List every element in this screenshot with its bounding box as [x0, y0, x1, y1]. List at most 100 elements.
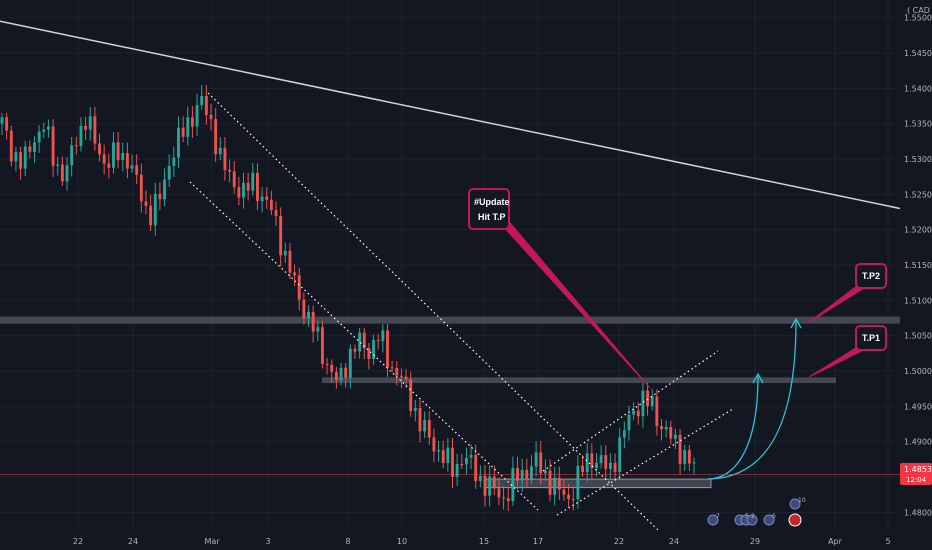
- candle-body: [483, 475, 487, 496]
- price-axis[interactable]: 1.480001.485001.490001.495001.500001.505…: [904, 14, 932, 518]
- candle-body: [93, 116, 97, 144]
- candle-body: [5, 117, 9, 131]
- candle-body: [576, 465, 580, 500]
- candle-body: [502, 497, 506, 499]
- candle: [571, 488, 575, 511]
- candle-body: [567, 494, 571, 500]
- candle-body: [70, 145, 74, 166]
- time-tick-label: 8: [345, 537, 350, 546]
- candle-body: [316, 327, 320, 332]
- candle-body: [539, 452, 543, 474]
- candle: [613, 453, 617, 480]
- time-axis[interactable]: 22 24 Mar 3 8 10 15 17 22 24 29 Apr 5: [73, 537, 891, 546]
- event-marker-count: 10: [798, 497, 806, 504]
- candle-body: [149, 205, 153, 226]
- candle-body: [636, 410, 640, 417]
- candle-body: [181, 127, 185, 137]
- candle-body: [283, 250, 287, 256]
- candle-body: [204, 95, 208, 115]
- arrowhead-tp1: [752, 372, 764, 384]
- candle: [678, 429, 682, 475]
- candle: [418, 399, 422, 443]
- candle: [302, 292, 306, 325]
- candle-body: [242, 182, 245, 198]
- candle: [557, 466, 561, 501]
- event-marker-count: 7: [716, 513, 720, 520]
- candle-body: [460, 463, 464, 465]
- candle: [687, 444, 691, 471]
- candle-body: [432, 437, 436, 452]
- candle-body: [33, 142, 36, 152]
- candle: [158, 182, 162, 211]
- event-marker[interactable]: [789, 498, 801, 510]
- candle: [474, 444, 478, 490]
- candle: [464, 447, 468, 475]
- candle: [293, 264, 297, 287]
- candle: [181, 116, 185, 143]
- candle-body: [511, 467, 515, 501]
- candle-body: [669, 427, 673, 439]
- time-tick-label: 3: [265, 537, 270, 546]
- candle: [595, 452, 598, 477]
- candle: [237, 176, 241, 206]
- price-tick-label: 1.52500: [904, 190, 932, 199]
- price-tick-label: 1.52000: [904, 226, 932, 235]
- tp2-label: T.P2: [855, 263, 887, 289]
- channel-upper-line: [207, 92, 659, 531]
- candle: [242, 172, 245, 209]
- candle-body: [260, 196, 264, 201]
- candle-body: [9, 130, 13, 162]
- candle: [548, 459, 552, 502]
- candle-body: [390, 367, 394, 369]
- event-markers[interactable]: 7 5 2 6 10: [707, 497, 806, 527]
- candle-body: [353, 348, 357, 352]
- candle: [311, 305, 315, 343]
- candle: [153, 182, 157, 236]
- candle-body: [683, 450, 687, 464]
- projection-arrow-tp2: [707, 320, 797, 480]
- earnings-marker[interactable]: [788, 513, 802, 527]
- candle-body: [376, 339, 380, 342]
- candle: [121, 142, 125, 172]
- time-tick-label: 29: [750, 537, 760, 546]
- candle: [214, 108, 218, 163]
- candle: [562, 478, 566, 501]
- event-marker[interactable]: [707, 514, 719, 526]
- candle: [218, 136, 222, 161]
- candle: [437, 441, 441, 462]
- candle-body: [302, 299, 306, 319]
- candle: [93, 106, 97, 151]
- price-tick-label: 1.51500: [904, 261, 932, 270]
- candle: [669, 420, 673, 445]
- candle: [28, 140, 32, 159]
- candle: [664, 420, 668, 438]
- event-marker[interactable]: [746, 514, 758, 526]
- candle-body: [627, 414, 631, 431]
- candle-body: [548, 470, 552, 495]
- price-tick-label: 1.50500: [904, 332, 932, 341]
- candle-body: [604, 455, 608, 469]
- candle-body: [121, 153, 125, 161]
- candle: [478, 465, 482, 488]
- candle-body: [372, 339, 375, 359]
- candle: [334, 366, 338, 389]
- candle: [511, 456, 515, 506]
- candle: [42, 122, 46, 138]
- candle-body: [195, 105, 199, 127]
- candle-body: [441, 450, 445, 463]
- event-marker[interactable]: [763, 514, 775, 526]
- candle: [622, 421, 626, 449]
- event-marker-count: 6: [772, 513, 776, 520]
- candle: [539, 441, 543, 485]
- grid: [0, 0, 900, 530]
- candle: [47, 119, 50, 138]
- candle-body: [23, 146, 27, 169]
- candle-body: [237, 187, 241, 198]
- candle: [409, 371, 413, 417]
- candle: [265, 187, 269, 209]
- candle-body: [595, 462, 598, 469]
- candle-body: [158, 193, 162, 200]
- time-tick-label: 15: [479, 537, 489, 546]
- candle-body: [279, 215, 283, 256]
